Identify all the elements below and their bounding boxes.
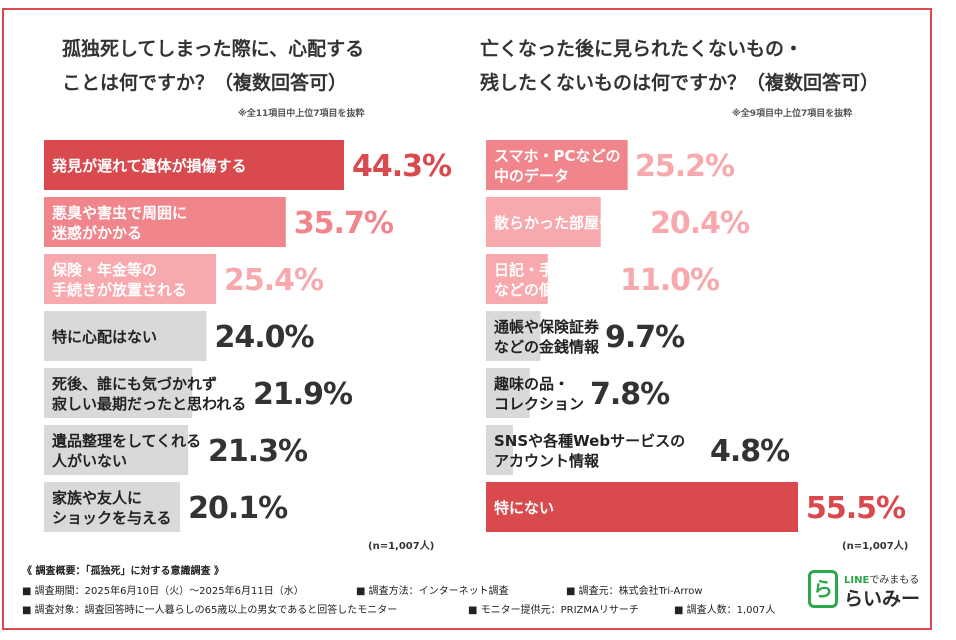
right-category-label-7: 特にない [494,499,554,517]
right-category-label-2: 散らかった部屋やゴミ [494,214,644,232]
right-value-label-2: 20.4% [650,206,750,241]
right-category-label-6: SNSや各種Webサービスの [494,432,685,450]
right-category-label-5: 趣味の品・ [493,375,569,393]
logo-name: らいみー [844,588,921,610]
left-value-label-2: 35.7% [294,206,394,241]
survey-source: ■ 調査元：株式会社Tri-Arrow [566,586,703,597]
right-category-label-6: アカウント情報 [494,452,600,470]
right-value-label-5: 7.8% [590,377,670,412]
survey-method: ■ 調査方法：インターネット調査 [356,586,509,597]
right-title-line1: 亡くなった後に見られたくないもの・ [480,38,804,60]
survey-heading: 《 調査概要：「孤独死」に対する意識調査 》 [22,566,224,577]
left-category-label-2: 迷惑がかかる [51,224,142,242]
right-value-label-1: 25.2% [635,149,735,184]
left-category-label-4: 特に心配はない [52,328,157,346]
left-bar-1 [44,140,344,190]
right-value-label-3: 11.0% [620,263,720,298]
left-category-label-5: 死後、誰にも気づかれず [52,375,217,393]
right-bar-6 [486,425,513,475]
left-value-label-5: 21.9% [253,377,353,412]
right-category-label-4: などの金銭情報 [494,338,600,356]
survey-provider: ■ モニター提供元：PRIZMAリサーチ [468,605,639,616]
left-value-label-6: 21.3% [208,434,308,469]
right-bar-7 [486,482,798,532]
right-value-label-7: 55.5% [806,491,906,526]
right-value-label-6: 4.8% [710,434,790,469]
left-value-label-4: 24.0% [215,320,315,355]
right-bar-5 [486,368,530,418]
left-value-label-1: 44.3% [352,149,452,184]
right-category-label-1: スマホ・PCなどの [494,147,621,165]
right-category-label-1: 中のデータ [494,167,569,185]
raimii-logo: ら LINEでみまもる らいみー [808,570,926,614]
left-category-label-5: 寂しい最期だったと思われる [52,395,246,413]
left-category-label-3: 保険・年金等の [51,261,157,279]
left-bar-6 [44,425,189,475]
right-category-label-3: 日記・手紙・写真 [494,261,614,279]
left-category-label-1: 発見が遅れて遺体が損傷する [51,157,247,175]
right-bar-2 [486,197,601,247]
right-title-line2: 残したくないものは何ですか？（複数回答可） [480,72,880,94]
left-bar-3 [44,254,216,304]
left-bar-5 [44,368,193,418]
right-category-label-4: 通帳や保険証券 [494,318,600,336]
left-category-label-2: 悪臭や害虫で周囲に [52,204,187,222]
right-sample-size: (n=1,007人) [842,541,909,552]
logo-mark-icon: ら [808,570,838,608]
left-category-label-7: 家族や友人に [52,489,142,507]
right-category-label-3: などの個人的記録 [494,281,615,299]
left-title-line1: 孤独死してしまった際に、心配する [62,38,365,60]
right-bar-3 [486,254,548,304]
right-bar-1 [486,140,628,190]
right-bar-4 [486,311,541,361]
left-sample-size: (n=1,007人) [368,541,435,552]
right-subnote: ※全9項目中上位7項目を抜粋 [732,109,853,119]
left-bar-4 [44,311,207,361]
left-subnote: ※全11項目中上位7項目を抜粋 [238,109,365,119]
survey-period: ■ 調査期間：2025年6月10日（火）～2025年6月11日（水） [22,586,304,597]
left-category-label-3: 手続きが放置される [52,281,187,299]
left-title-line2: ことは何ですか？（複数回答可） [62,72,348,94]
logo-tagline: LINEでみまもる [844,575,920,586]
left-category-label-7: ショックを与える [52,509,172,527]
left-category-label-6: 人がいない [52,452,127,470]
left-value-label-7: 20.1% [188,491,288,526]
left-value-label-3: 25.4% [224,263,324,298]
survey-target: ■ 調査対象：調査回答時に一人暮らしの65歳以上の男女であると回答したモニター [22,605,398,616]
right-value-label-4: 9.7% [605,320,685,355]
survey-count: ■ 調査人数：1,007人 [674,605,776,616]
left-bar-2 [44,197,286,247]
right-category-label-5: コレクション [494,395,584,413]
left-category-label-6: 遺品整理をしてくれる [51,432,201,450]
left-bar-7 [44,482,181,532]
